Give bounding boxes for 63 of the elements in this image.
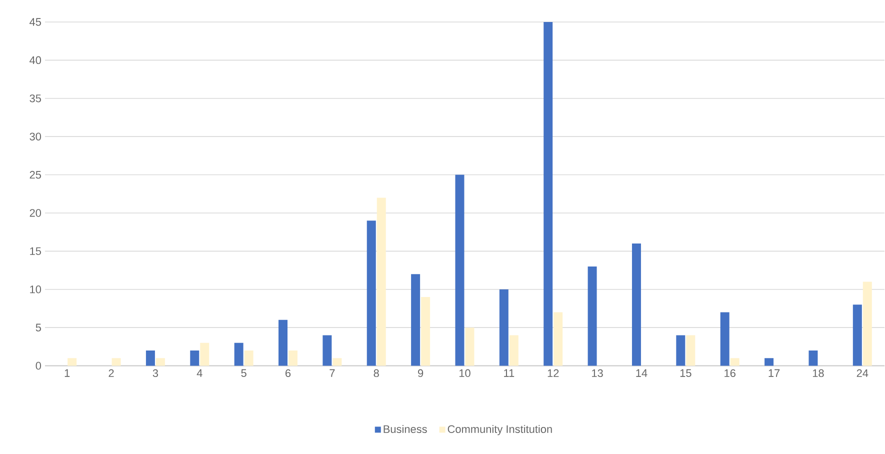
bar: [288, 350, 298, 366]
x-tick-label: 14: [636, 369, 648, 377]
bar: [554, 312, 563, 366]
x-tick-label: 10: [459, 369, 470, 378]
bar: [730, 358, 740, 366]
x-tick-label: 9: [418, 369, 424, 378]
x-tick-label: 1: [64, 369, 70, 377]
x-tick-label: 24: [856, 369, 868, 378]
bar: [499, 290, 508, 366]
y-tick-label: 45: [30, 18, 41, 26]
bar: [544, 22, 553, 366]
y-tick-label: 0: [36, 362, 42, 370]
y-tick-label: 35: [30, 94, 41, 102]
x-tick-label: 5: [241, 369, 246, 378]
bar: [146, 350, 155, 366]
x-tick-label: 13: [592, 369, 603, 378]
y-tick-label: 20: [30, 209, 42, 217]
y-tick-label: 10: [30, 286, 42, 294]
legend-label: Community Institution: [448, 425, 552, 436]
bar: [455, 174, 464, 366]
bar: [244, 350, 254, 366]
x-tick-label: 2: [108, 369, 114, 378]
bar: [632, 244, 641, 366]
bar: [332, 358, 342, 366]
legend-label: Business: [384, 425, 427, 434]
bar: [509, 335, 518, 366]
bar: [862, 282, 872, 366]
bar: [676, 335, 686, 366]
x-tick-label: 4: [196, 369, 202, 377]
x-tick-label: 6: [286, 369, 291, 378]
x-tick-label: 16: [724, 369, 736, 378]
bar: [190, 350, 200, 366]
x-tick-label: 11: [504, 369, 514, 377]
bar: [322, 335, 332, 366]
bar: [852, 304, 862, 366]
bar: [588, 266, 597, 366]
x-tick-label: 17: [768, 369, 780, 377]
y-tick-label: 25: [30, 171, 41, 179]
bar: [686, 335, 696, 366]
x-tick-label: 3: [152, 369, 158, 378]
bar: [234, 342, 244, 366]
bar: [376, 198, 386, 366]
bar: [808, 350, 818, 366]
bar: [156, 358, 165, 366]
x-tick-label: 18: [812, 369, 824, 378]
y-tick-label: 30: [30, 132, 42, 141]
bar: [465, 328, 474, 366]
y-tick-label: 15: [30, 248, 41, 256]
bar: [720, 312, 730, 366]
y-tick-label: 5: [36, 324, 41, 332]
bar: [200, 342, 210, 366]
x-tick-label: 8: [374, 369, 379, 378]
y-tick-label: 40: [30, 56, 42, 64]
x-tick-label: 7: [330, 369, 335, 377]
bar: [764, 358, 774, 366]
x-tick-label: 15: [680, 369, 692, 378]
bar: [411, 274, 420, 366]
bar: [366, 220, 376, 366]
bar: [421, 297, 430, 366]
bar: [68, 358, 77, 366]
x-tick-label: 12: [548, 369, 559, 378]
bar: [278, 320, 288, 366]
bar: [112, 358, 121, 366]
